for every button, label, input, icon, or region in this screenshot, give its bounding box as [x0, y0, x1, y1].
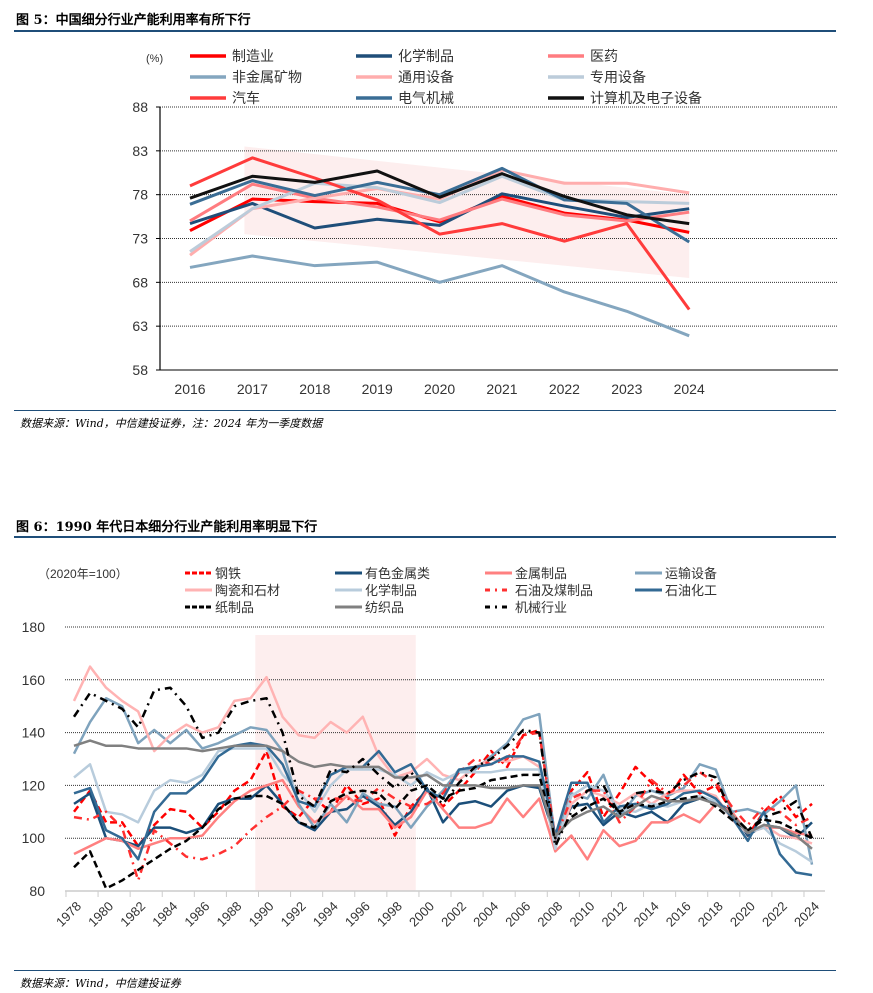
- y-tick-label: 160: [22, 672, 46, 688]
- legend-label: 医药: [590, 48, 618, 64]
- y-tick-label: 58: [132, 362, 148, 378]
- y-tick-label: 180: [22, 619, 46, 635]
- x-tick-label: 2006: [502, 899, 533, 930]
- legend-label: 纸制品: [215, 600, 254, 615]
- y-tick-label: 120: [22, 777, 46, 793]
- x-tick-label: 2017: [237, 381, 268, 397]
- series-line-通用设备: [189, 168, 690, 257]
- x-tick-label: 1996: [342, 899, 373, 930]
- legend-label: 汽车: [232, 90, 260, 106]
- legend-label: 机械行业: [515, 600, 567, 615]
- x-tick-label: 2018: [695, 899, 726, 930]
- figure6-source: 数据来源：Wind，中信建投证券: [20, 977, 181, 990]
- legend-label: 专用设备: [590, 69, 646, 85]
- legend-label: 计算机及电子设备: [590, 90, 702, 106]
- y-tick-label: 78: [132, 187, 148, 203]
- x-tick-label: 1986: [181, 899, 212, 930]
- figure6-chart: 80 100 120 140 160 180 1978 1980 1982 1984 1986 198…: [22, 566, 825, 930]
- x-tick-label: 2019: [362, 381, 393, 397]
- legend-label: 化学制品: [365, 583, 417, 598]
- x-tick-label: 1988: [213, 899, 244, 930]
- legend-label: 石油化工: [665, 583, 717, 598]
- unit-label: （2020年=100）: [38, 567, 128, 581]
- legend-label: 石油及煤制品: [515, 583, 593, 598]
- legend-label: 化学制品: [398, 48, 454, 64]
- x-tick-label: 2024: [791, 899, 822, 930]
- y-tick-label: 140: [22, 725, 46, 741]
- x-tick-label: 1994: [310, 899, 341, 930]
- series-line-石油及煤制品: [73, 731, 813, 882]
- figure6-source-rule: [14, 970, 836, 971]
- x-tick-label: 2021: [486, 381, 517, 397]
- legend-label: 有色金属类: [365, 566, 430, 581]
- series-line-计算机及电子设备: [189, 169, 690, 226]
- series-line-非金属矿物: [189, 254, 690, 338]
- x-tick-label: 2002: [438, 899, 469, 930]
- x-tick-label: 2018: [299, 381, 330, 397]
- legend-label: 钢铁: [215, 566, 241, 581]
- series-line-有色金属类: [73, 784, 813, 848]
- y-tick-label: 68: [132, 274, 148, 290]
- series-line-钢铁: [73, 728, 813, 848]
- series-line-医药: [189, 182, 690, 223]
- x-tick-label: 2022: [549, 381, 580, 397]
- x-tick-label: 1984: [149, 899, 180, 930]
- x-tick-label: 2014: [631, 899, 662, 930]
- x-tick-label: 2020: [424, 381, 455, 397]
- legend-label: 运输设备: [665, 566, 717, 581]
- x-tick-label: 2000: [406, 899, 437, 930]
- x-tick-label: 2016: [174, 381, 205, 397]
- figure5-chart: 58 63 68 73 78 83 88 2016 2017 2018 2019 2020 2021 20…: [132, 48, 838, 397]
- legend-label: 通用设备: [398, 69, 454, 85]
- legend-label: 陶瓷和石材: [215, 583, 280, 598]
- series-line-机械行业: [72, 686, 814, 848]
- series-line-陶瓷和石材: [72, 665, 813, 848]
- y-tick-label: 73: [132, 231, 148, 247]
- x-tick-label: 1990: [246, 899, 277, 930]
- legend-label: 纺织品: [365, 600, 404, 615]
- series-line-电气机械: [189, 166, 690, 244]
- y-tick-label: 63: [132, 318, 148, 334]
- x-tick-label: 1998: [374, 899, 405, 930]
- shaded-band: [255, 635, 416, 891]
- series-line-纺织品: [73, 739, 813, 850]
- series-line-纸制品: [73, 773, 813, 890]
- x-tick-label: 1980: [85, 899, 116, 930]
- unit-label: (%): [146, 53, 163, 65]
- x-tick-label: 2004: [470, 899, 501, 930]
- y-tick-label: 100: [22, 830, 46, 846]
- x-tick-label: 2020: [727, 899, 758, 930]
- x-tick-label: 2012: [599, 899, 630, 930]
- x-tick-label: 1992: [278, 899, 309, 930]
- y-tick-label: 83: [132, 143, 148, 159]
- y-tick-label: 80: [29, 883, 45, 899]
- x-tick-label: 1982: [117, 899, 148, 930]
- figure5-title: 图 5：中国细分行业产能利用率有所下行: [16, 13, 251, 28]
- figure6-title: 图 6：1990 年代日本细分行业产能利用率明显下行: [16, 520, 318, 535]
- figure5-source: 数据来源：Wind，中信建投证券，注：2024 年为一季度数据: [20, 417, 323, 430]
- legend-label: 非金属矿物: [232, 69, 302, 85]
- legend-label: 电气机械: [398, 90, 454, 106]
- figure5-source-rule: [14, 410, 836, 411]
- figure5-title-rule: [14, 30, 836, 32]
- x-tick-label: 2024: [674, 381, 705, 397]
- x-tick-label: 2008: [534, 899, 565, 930]
- figure6-title-rule: [14, 536, 836, 538]
- legend-label: 制造业: [232, 48, 274, 64]
- x-tick-label: 2023: [611, 381, 642, 397]
- x-tick-label: 2010: [566, 899, 597, 930]
- y-tick-label: 88: [132, 99, 148, 115]
- x-tick-label: 2022: [759, 899, 790, 930]
- series-line-化学制品: [189, 192, 690, 230]
- x-tick-label: 1978: [53, 899, 84, 930]
- x-tick-label: 2016: [663, 899, 694, 930]
- series-line-汽车: [189, 156, 691, 311]
- series-line-金属制品: [73, 778, 813, 861]
- legend-label: 金属制品: [515, 566, 567, 581]
